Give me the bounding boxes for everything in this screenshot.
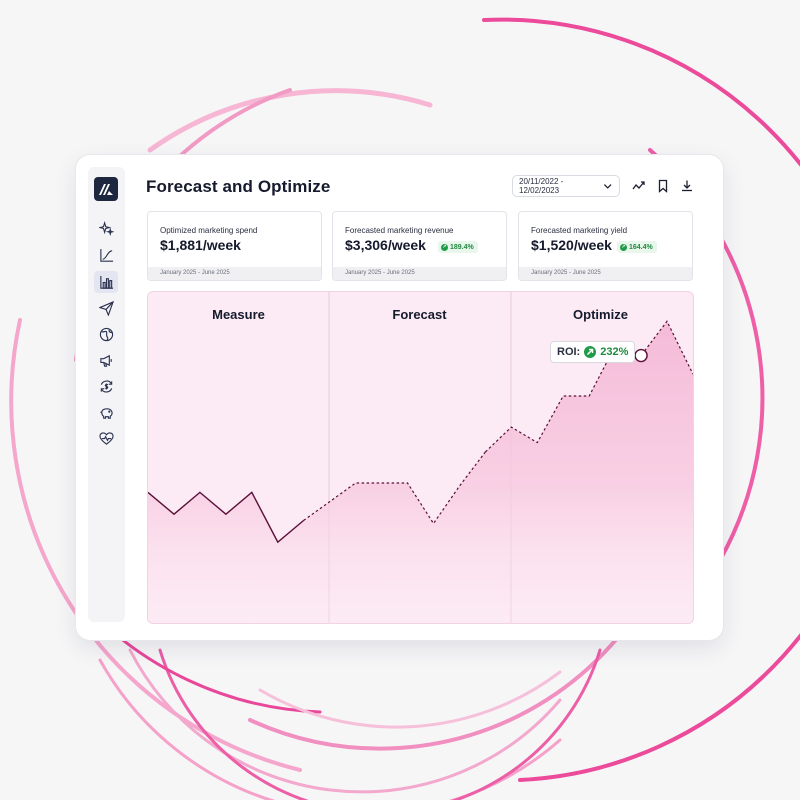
- chart-canvas: [148, 292, 693, 623]
- piggy-bank-icon: [99, 407, 113, 419]
- kpi-label: Forecasted marketing revenue: [345, 226, 454, 235]
- up-arrow-icon: ↗: [441, 243, 448, 251]
- series-line-forecast: [303, 451, 486, 525]
- bookmark-icon[interactable]: [656, 179, 670, 193]
- kpi-period: January 2025 - June 2025: [519, 267, 692, 280]
- sidebar-item-curve[interactable]: [94, 244, 118, 266]
- globe-icon: [99, 327, 113, 341]
- kpi-label: Optimized marketing spend: [160, 226, 258, 235]
- sparkles-icon: [98, 220, 114, 236]
- growth-badge: ↗ 189.4%: [438, 241, 478, 253]
- send-icon: [98, 300, 114, 316]
- chart-area-fill: [148, 321, 693, 623]
- kpi-period: January 2025 - June 2025: [148, 267, 321, 280]
- series-line-optimize: [484, 320, 693, 453]
- series-line-measure: [148, 491, 305, 544]
- refresh-dollar-icon: [100, 379, 112, 393]
- sidebar-item-piggy-bank[interactable]: [94, 401, 118, 423]
- kpi-value: $1,520/week: [531, 237, 612, 253]
- kpi-card-revenue: Forecasted marketing revenue $3,306/week…: [332, 211, 507, 281]
- app-logo[interactable]: [94, 177, 118, 201]
- up-arrow-icon: [584, 346, 597, 358]
- kpi-label: Forecasted marketing yield: [531, 226, 628, 235]
- section-label-optimize: Optimize: [573, 307, 628, 322]
- kpi-card-spend: Optimized marketing spend $1,881/week Ja…: [147, 211, 322, 281]
- kpi-card-yield: Forecasted marketing yield $1,520/week ↗…: [518, 211, 693, 281]
- up-arrow-icon: ↗: [620, 243, 627, 251]
- date-range-picker[interactable]: 20/11/2022 - 12/02/2023: [512, 175, 620, 197]
- sidebar-item-globe[interactable]: [94, 323, 118, 345]
- trend-line-icon[interactable]: [632, 179, 646, 193]
- sidebar-item-sparkles[interactable]: [94, 217, 118, 239]
- page-title: Forecast and Optimize: [146, 177, 331, 196]
- kpi-value: $3,306/week: [345, 237, 426, 253]
- sidebar-item-send[interactable]: [94, 297, 118, 319]
- sidebar-item-refresh-dollar[interactable]: [94, 375, 118, 397]
- sidebar-item-heart-pulse[interactable]: [94, 427, 118, 449]
- sidebar-item-megaphone[interactable]: [94, 349, 118, 371]
- growth-badge-value: 189.4%: [450, 243, 474, 251]
- growth-badge: ↗ 164.4%: [617, 241, 657, 253]
- roi-value: 232%: [600, 346, 629, 358]
- forecast-chart: Measure Forecast Optimize ROI: 232%: [147, 291, 694, 624]
- highlight-point: [634, 348, 648, 363]
- app-window: Forecast and Optimize 20/11/2022 - 12/02…: [76, 155, 723, 640]
- chevron-down-icon: [603, 184, 612, 189]
- kpi-value: $1,881/week: [160, 237, 241, 253]
- roi-badge: ROI: 232%: [550, 341, 636, 363]
- roi-label: ROI:: [557, 346, 581, 358]
- date-range-value: 20/11/2022 - 12/02/2023: [519, 177, 564, 195]
- section-label-measure: Measure: [212, 307, 265, 322]
- heart-pulse-icon: [98, 431, 114, 445]
- sidebar: [88, 167, 125, 622]
- bar-chart-icon: [99, 275, 113, 289]
- megaphone-icon: [99, 354, 112, 367]
- growth-badge-value: 164.4%: [629, 243, 653, 251]
- kpi-period: January 2025 - June 2025: [333, 267, 506, 280]
- curve-chart-icon: [99, 248, 113, 262]
- download-icon[interactable]: [680, 179, 694, 193]
- sidebar-item-bar-chart[interactable]: [94, 271, 118, 293]
- section-label-forecast: Forecast: [392, 307, 447, 322]
